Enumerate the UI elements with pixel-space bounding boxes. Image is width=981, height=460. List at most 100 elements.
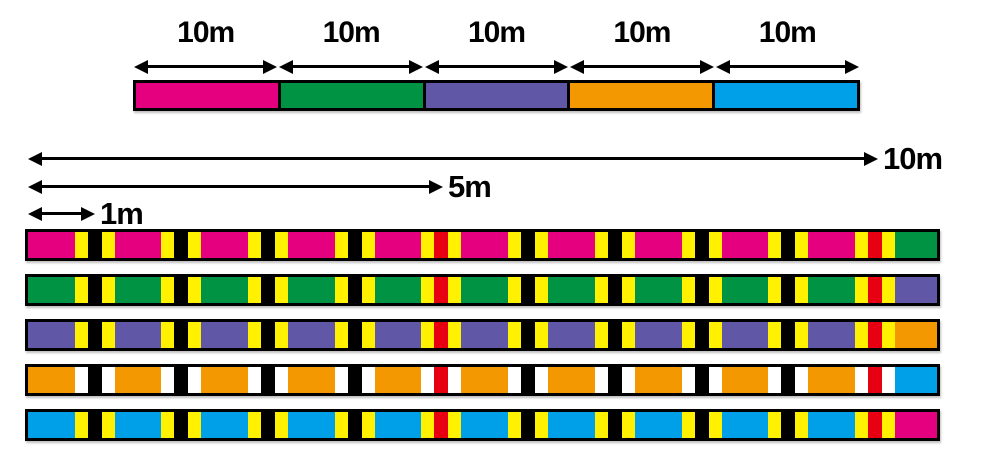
mark-stripe [361,412,375,438]
mark-stripe [854,322,868,348]
segment-length-label: 10m [467,16,526,49]
mark-center-black [694,412,709,438]
mark-stripe [74,232,88,258]
arrowhead-right-icon [408,59,423,74]
mark-stripe [248,322,262,348]
mark-center-black [607,277,622,303]
mark-center-black [87,322,102,348]
mark-stripe [334,322,348,348]
base-segment [374,322,422,348]
mark-stripe [681,232,695,258]
mark-stripe [275,412,289,438]
mark-stripe [334,367,348,393]
arrowhead-left-icon [279,59,294,74]
base-segment [288,412,335,438]
base-segment [634,322,682,348]
base-segment [374,367,422,393]
mark-stripe [101,232,115,258]
base-segment [114,322,162,348]
mark-center-black [87,367,102,393]
mark-stripe [188,412,202,438]
mark-center-black [87,277,102,303]
color-segment-orange [570,83,716,108]
segment-length-label: 10m [177,16,235,49]
mark-center-red [434,412,449,438]
mark-stripe [448,232,462,258]
marked-line-orange [25,364,940,396]
mark-stripe [795,412,809,438]
segment-span-arrow [424,59,569,74]
mark-stripe [594,277,608,303]
mark-stripe [101,367,115,393]
base-segment [461,412,509,438]
base-segment [808,232,855,258]
base-segment [548,322,595,348]
base-segment [808,277,855,303]
base-segment [114,277,162,303]
arrowhead-left-icon [570,59,585,74]
mark-center-red [867,232,882,258]
mark-center-black [174,322,189,348]
mark-center-red [867,412,882,438]
mark-center-black [347,367,362,393]
mark-stripe [248,277,262,303]
arrowhead-left-icon [424,59,439,74]
mark-center-black [607,232,622,258]
ruler-1m: 1m [28,196,144,231]
base-segment [721,367,769,393]
base-segment [808,367,855,393]
segment-span-arrow [715,59,860,74]
mark-stripe [795,232,809,258]
mark-stripe [101,412,115,438]
mark-center-black [261,322,276,348]
mark-stripe [854,412,868,438]
base-segment [634,277,682,303]
base-segment [461,367,509,393]
mark-stripe [361,277,375,303]
mark-stripe [708,232,722,258]
mark-stripe [854,277,868,303]
mark-stripe [334,277,348,303]
base-segment [114,367,162,393]
mark-center-black [781,322,796,348]
mark-stripe [161,277,175,303]
ruler-label: 1m [100,196,144,231]
next-color-segment-purple [894,277,937,303]
mark-stripe [535,367,549,393]
arrowhead-right-icon [429,179,443,194]
color-segment-magenta [136,83,281,108]
segment-span-arrow [279,59,423,74]
mark-stripe [248,232,262,258]
mark-stripe [508,322,522,348]
mark-center-black [347,322,362,348]
arrowhead-left-icon [28,206,42,221]
mark-stripe [795,277,809,303]
mark-center-black [607,322,622,348]
mark-center-black [87,232,102,258]
mark-stripe [361,322,375,348]
arrow-shaft [293,65,409,68]
arrow-shaft [42,157,864,160]
segment-length-label: 10m [322,16,381,49]
mark-stripe [594,322,608,348]
color-segment-blue [715,83,857,108]
base-segment [114,232,162,258]
mark-stripe [621,277,635,303]
mark-stripe [188,322,202,348]
arrowhead-right-icon [263,59,278,74]
mark-stripe [275,232,289,258]
mark-stripe [854,367,868,393]
base-segment [28,322,75,348]
base-segment [634,232,682,258]
mark-center-black [781,412,796,438]
base-segment [288,232,335,258]
segment-span-arrow [570,59,714,74]
mark-center-black [87,412,102,438]
mark-stripe [708,367,722,393]
segment-arrows-row [133,59,860,74]
mark-stripe [101,277,115,303]
arrow-shaft [148,65,264,68]
marked-line-green [25,274,940,306]
base-segment [634,367,682,393]
mark-stripe [768,367,782,393]
